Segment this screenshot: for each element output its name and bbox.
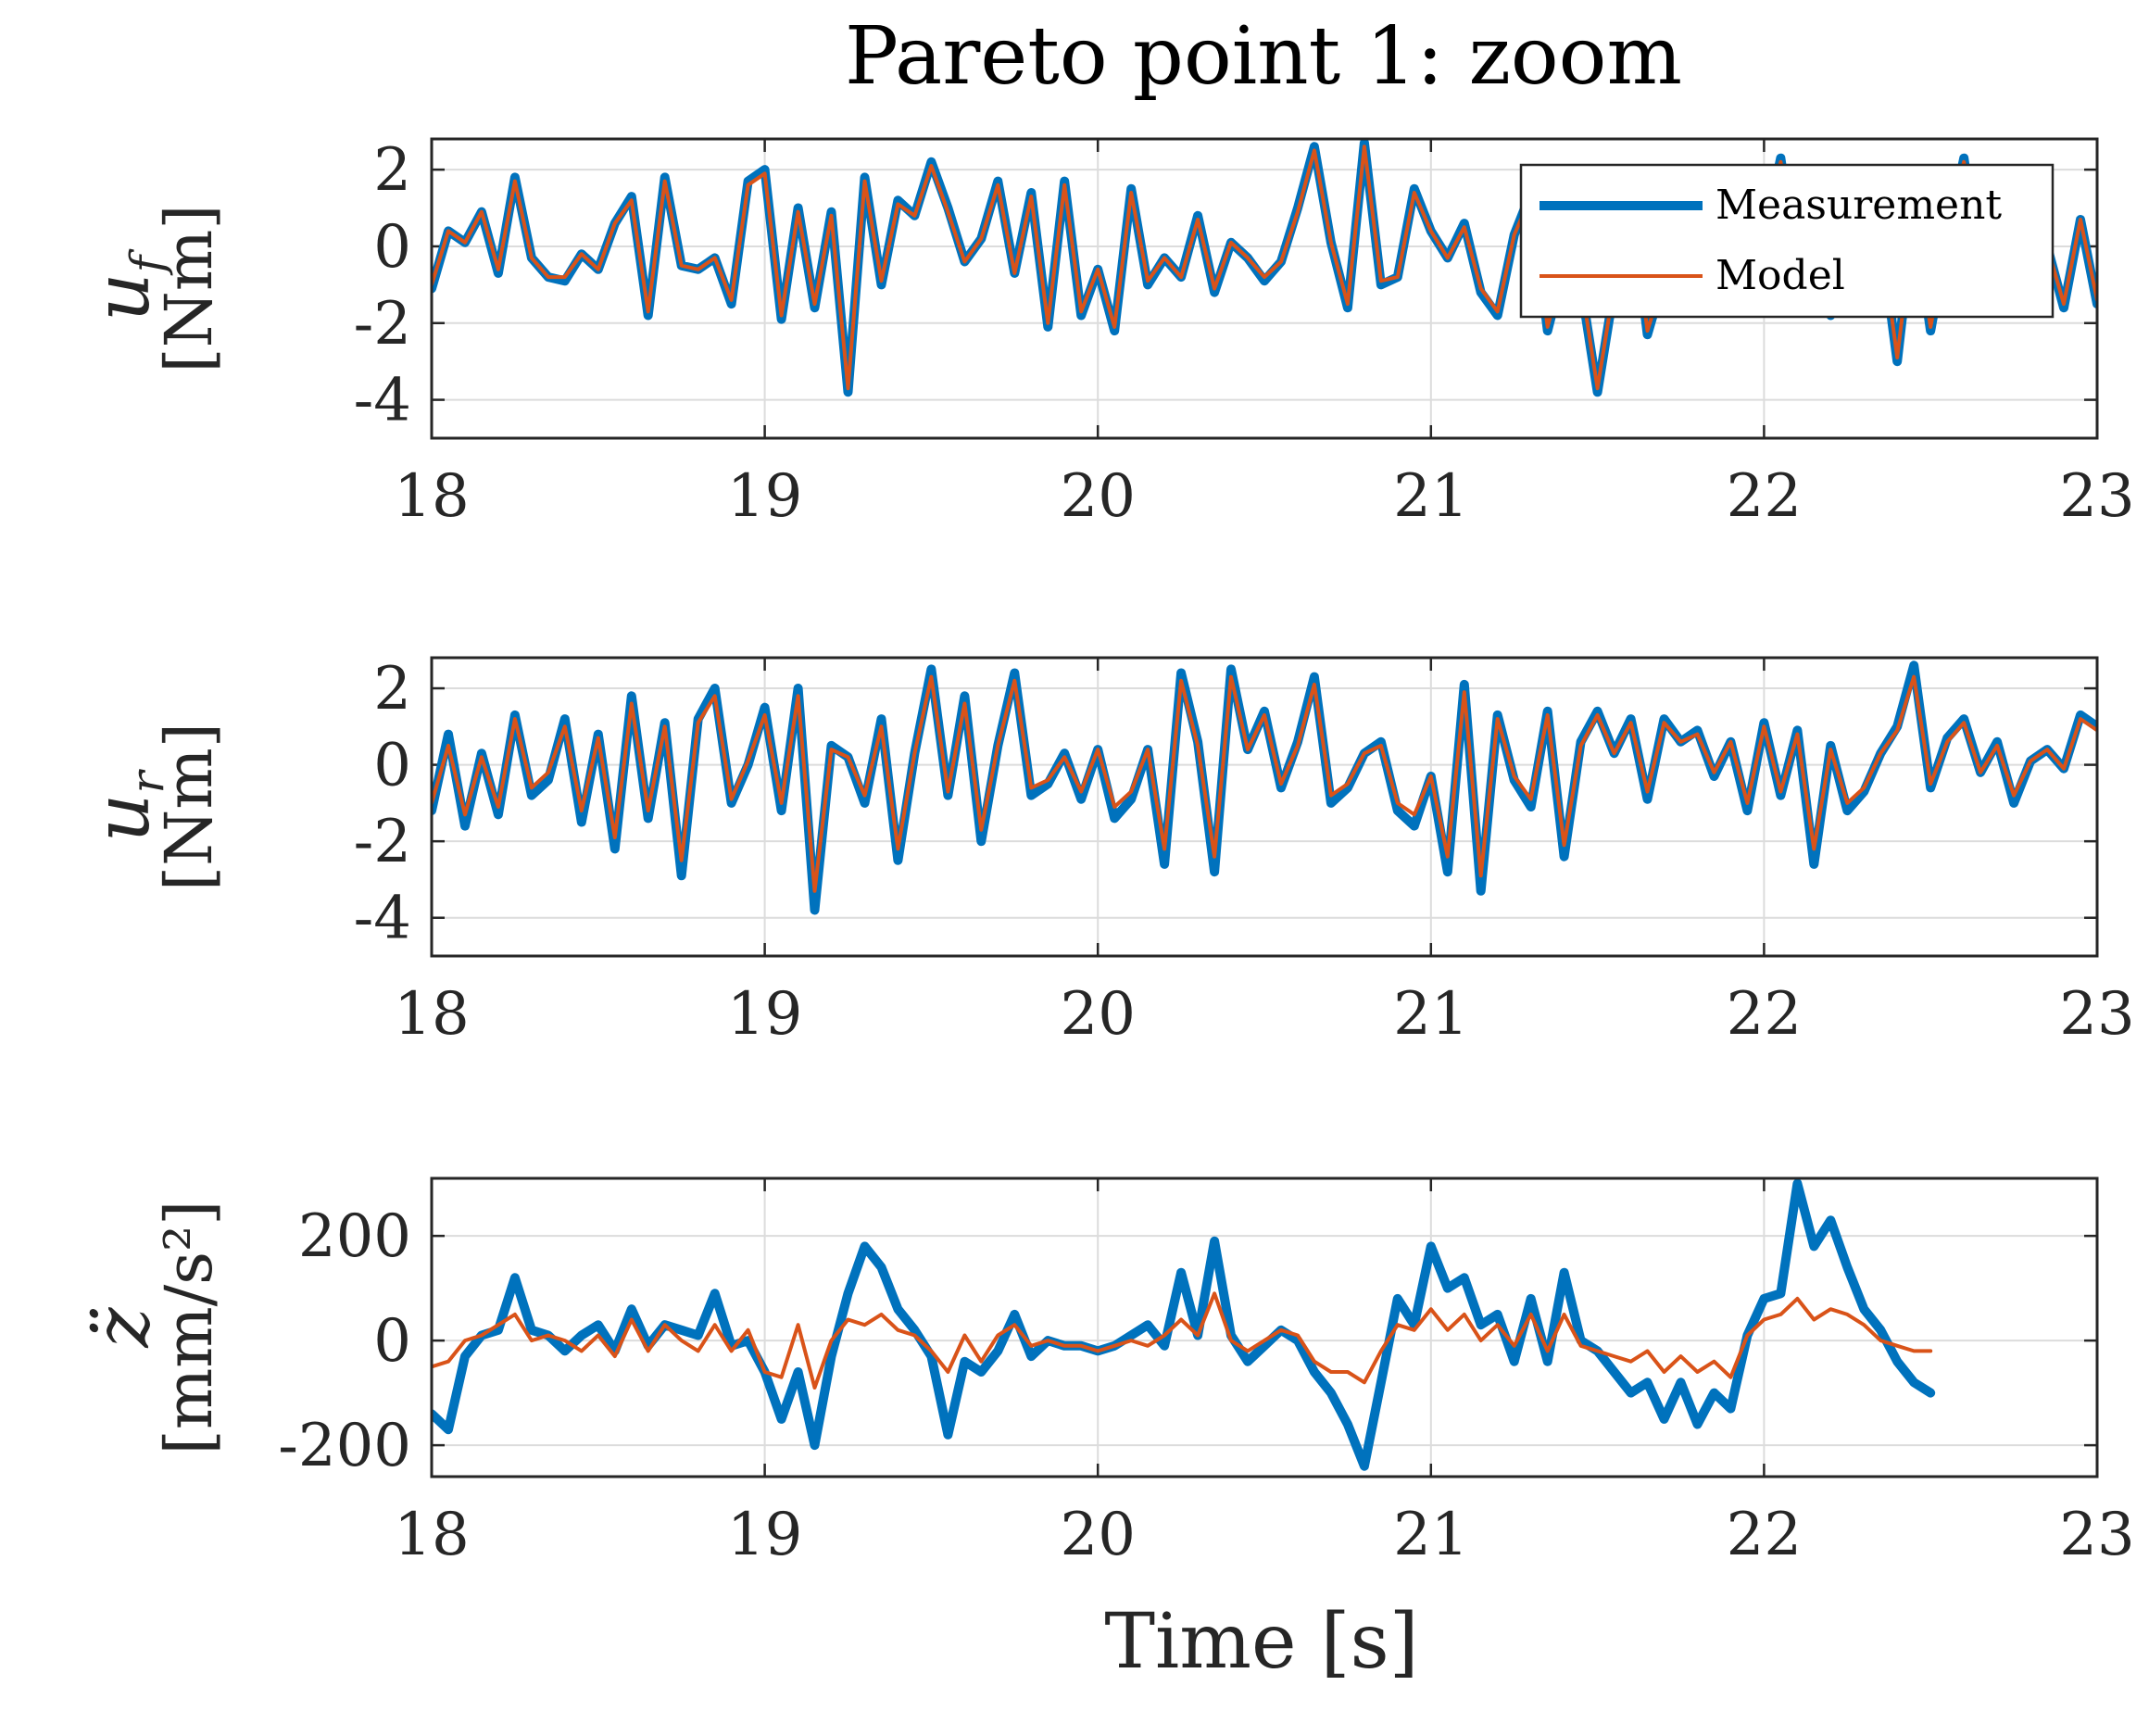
y-axis-subscript: r bbox=[120, 769, 174, 794]
y-tick-label: -2 bbox=[354, 290, 411, 359]
x-tick-label: 22 bbox=[1727, 462, 1802, 531]
x-tick-label: 18 bbox=[394, 1501, 469, 1569]
legend: Measurement Model bbox=[1519, 163, 2055, 319]
x-tick-label: 19 bbox=[727, 462, 802, 531]
y-tick-label: -200 bbox=[278, 1412, 411, 1480]
x-tick-label: 18 bbox=[394, 462, 469, 531]
y-axis-label: uf[Nm] bbox=[79, 204, 227, 372]
x-tick-label: 23 bbox=[2059, 980, 2134, 1049]
x-tick-label: 21 bbox=[1393, 462, 1468, 531]
y-tick-label: 0 bbox=[373, 732, 411, 800]
y-axis-label: ur[Nm] bbox=[79, 723, 227, 891]
series-line-measurement bbox=[432, 1178, 1936, 1471]
y-axis-unit: [Nm] bbox=[151, 204, 227, 372]
y-tick-label: -4 bbox=[354, 885, 411, 953]
x-tick-label: 21 bbox=[1393, 980, 1468, 1049]
legend-label-measurement: Measurement bbox=[1715, 182, 2002, 229]
x-tick-label: 21 bbox=[1393, 1501, 1468, 1569]
y-axis-unit: [mm/s²] bbox=[151, 1201, 227, 1455]
plot-area bbox=[432, 1178, 2097, 1477]
y-tick-label: 200 bbox=[298, 1202, 411, 1271]
x-tick-label: 20 bbox=[1060, 980, 1135, 1049]
x-axis-label: Time [s] bbox=[1104, 1598, 1418, 1686]
y-tick-label: 2 bbox=[373, 136, 411, 205]
x-tick-label: 22 bbox=[1727, 1501, 1802, 1569]
x-tick-label: 22 bbox=[1727, 980, 1802, 1049]
x-tick-label: 20 bbox=[1060, 1501, 1135, 1569]
panel-3: 18 19 20 21 22 23 200 0 -200 z̈[mm/s²] bbox=[79, 1176, 2135, 1569]
axes-frame bbox=[430, 137, 2099, 440]
y-tick-label: 2 bbox=[373, 655, 411, 723]
legend-label-model: Model bbox=[1715, 252, 1845, 299]
legend-box bbox=[1519, 163, 2055, 319]
x-tick-label: 23 bbox=[2059, 462, 2134, 531]
y-tick-label: -2 bbox=[354, 808, 411, 876]
x-tick-label: 19 bbox=[727, 1501, 802, 1569]
chart-title: Pareto point 1: zoom bbox=[845, 10, 1682, 103]
y-axis-unit: [Nm] bbox=[151, 723, 227, 891]
x-tick-label: 20 bbox=[1060, 462, 1135, 531]
y-tick-label: -4 bbox=[354, 367, 411, 435]
axes-frame bbox=[430, 656, 2099, 958]
y-tick-label: 0 bbox=[373, 1307, 411, 1376]
series-line-model bbox=[432, 674, 2097, 893]
y-tick-label: 0 bbox=[373, 213, 411, 282]
y-axis-symbol: z̈ bbox=[79, 1307, 167, 1349]
series-line-model bbox=[432, 1291, 1933, 1390]
x-tick-label: 23 bbox=[2059, 1501, 2134, 1569]
x-tick-label: 19 bbox=[727, 980, 802, 1049]
axes-frame bbox=[430, 1176, 2099, 1478]
y-axis-label: z̈[mm/s²] bbox=[79, 1201, 227, 1455]
x-tick-label: 18 bbox=[394, 980, 469, 1049]
